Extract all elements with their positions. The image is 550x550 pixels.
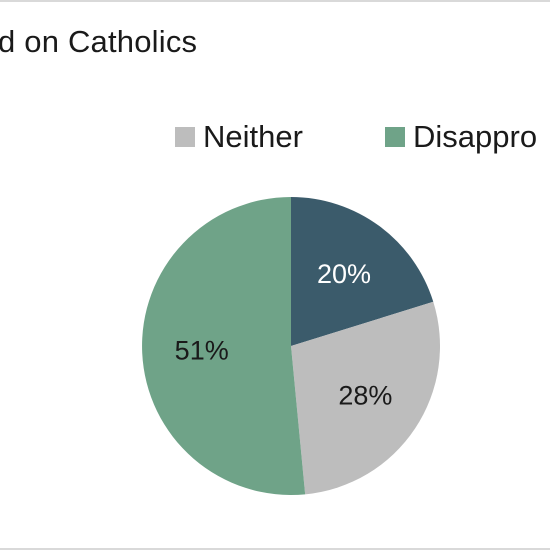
legend-item-disapprove: Disappro [385, 119, 537, 155]
slice-label-approve: 20% [317, 259, 371, 289]
pie-slice-disapprove [142, 197, 306, 495]
legend-swatch-disapprove [385, 127, 405, 147]
legend-label-disapprove: Disappro [413, 119, 538, 154]
pie-slice-neither [291, 301, 441, 495]
slice-label-neither: 28% [338, 381, 392, 411]
slice-label-disapprove: 51% [175, 335, 229, 365]
pie-slice-approve [291, 197, 434, 346]
legend-item-neither: Neither [175, 119, 303, 155]
legend-label-neither: Neither [203, 119, 303, 154]
chart-title: d on Catholics [0, 24, 198, 59]
legend-swatch-neither [175, 127, 195, 147]
